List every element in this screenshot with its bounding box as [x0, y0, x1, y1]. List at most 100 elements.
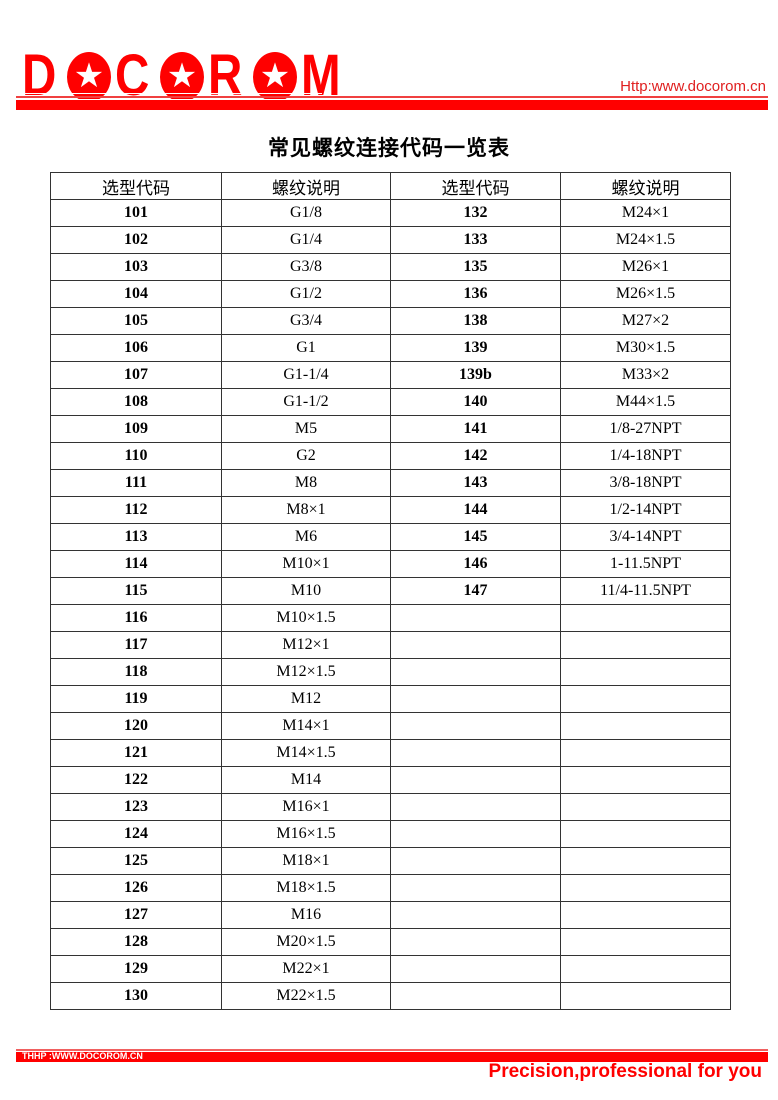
- empty-cell: [560, 982, 731, 1010]
- code-cell: 117: [50, 631, 222, 659]
- code-cell: 141: [390, 415, 561, 443]
- table-row: 118 M12×1.5: [50, 658, 731, 686]
- thread-cell: M16×1: [221, 793, 391, 821]
- logo-stripes: [22, 93, 322, 103]
- thread-cell: M26×1: [560, 253, 731, 281]
- thread-cell: 1/4-18NPT: [560, 442, 731, 470]
- code-cell: 136: [390, 280, 561, 308]
- code-cell: 106: [50, 334, 222, 362]
- empty-cell: [390, 820, 561, 848]
- thread-cell: M18×1: [221, 847, 391, 875]
- thread-cell: 11/4-11.5NPT: [560, 577, 731, 605]
- table-row: 108 G1-1/2 140 M44×1.5: [50, 388, 731, 416]
- thread-cell: G1/4: [221, 226, 391, 254]
- thread-cell: M12: [221, 685, 391, 713]
- table-row: 107 G1-1/4 139b M33×2: [50, 361, 731, 389]
- code-cell: 122: [50, 766, 222, 794]
- empty-cell: [560, 928, 731, 956]
- empty-cell: [560, 739, 731, 767]
- thread-cell: G2: [221, 442, 391, 470]
- code-cell: 139b: [390, 361, 561, 389]
- thread-cell: M18×1.5: [221, 874, 391, 902]
- code-cell: 121: [50, 739, 222, 767]
- code-cell: 116: [50, 604, 222, 632]
- table-row: 112 M8×1 144 1/2-14NPT: [50, 496, 731, 524]
- thread-cell: M44×1.5: [560, 388, 731, 416]
- table-row: 114 M10×1 146 1-11.5NPT: [50, 550, 731, 578]
- table-row: 122 M14: [50, 766, 731, 794]
- code-cell: 143: [390, 469, 561, 497]
- code-cell: 126: [50, 874, 222, 902]
- thread-cell: M26×1.5: [560, 280, 731, 308]
- code-cell: 146: [390, 550, 561, 578]
- table-row: 130 M22×1.5: [50, 982, 731, 1010]
- header-thread: 螺纹说明: [560, 172, 731, 200]
- table-row: 121 M14×1.5: [50, 739, 731, 767]
- thread-cell: M33×2: [560, 361, 731, 389]
- thread-code-table: 选型代码 螺纹说明 选型代码 螺纹说明 101 G1/8 132 M24×1 102 G1…: [50, 172, 731, 1010]
- code-cell: 107: [50, 361, 222, 389]
- code-cell: 125: [50, 847, 222, 875]
- thread-cell: M5: [221, 415, 391, 443]
- empty-cell: [390, 685, 561, 713]
- thread-cell: G1/2: [221, 280, 391, 308]
- table-row: 105 G3/4 138 M27×2: [50, 307, 731, 335]
- header-code: 选型代码: [50, 172, 222, 200]
- table-row: 106 G1 139 M30×1.5: [50, 334, 731, 362]
- code-cell: 132: [390, 199, 561, 227]
- code-cell: 145: [390, 523, 561, 551]
- code-cell: 102: [50, 226, 222, 254]
- empty-cell: [560, 658, 731, 686]
- thread-cell: 1/2-14NPT: [560, 496, 731, 524]
- thread-cell: G3/8: [221, 253, 391, 281]
- code-cell: 142: [390, 442, 561, 470]
- thread-cell: M16: [221, 901, 391, 929]
- empty-cell: [390, 793, 561, 821]
- thread-cell: M12×1: [221, 631, 391, 659]
- code-cell: 120: [50, 712, 222, 740]
- code-cell: 147: [390, 577, 561, 605]
- thread-cell: M30×1.5: [560, 334, 731, 362]
- table-row: 115 M10 147 11/4-11.5NPT: [50, 577, 731, 605]
- empty-cell: [560, 631, 731, 659]
- empty-cell: [560, 820, 731, 848]
- code-cell: 140: [390, 388, 561, 416]
- table-row: 109 M5 141 1/8-27NPT: [50, 415, 731, 443]
- table-row: 120 M14×1: [50, 712, 731, 740]
- code-cell: 109: [50, 415, 222, 443]
- header-url[interactable]: Http:www.docorom.cn: [620, 78, 766, 95]
- thread-cell: M8: [221, 469, 391, 497]
- thread-cell: M22×1: [221, 955, 391, 983]
- header-red-bar: [16, 100, 768, 110]
- thread-cell: M10: [221, 577, 391, 605]
- table-row: 123 M16×1: [50, 793, 731, 821]
- code-cell: 129: [50, 955, 222, 983]
- table-row: 117 M12×1: [50, 631, 731, 659]
- thread-cell: G1/8: [221, 199, 391, 227]
- table-row: 126 M18×1.5: [50, 874, 731, 902]
- table-row: 116 M10×1.5: [50, 604, 731, 632]
- table-row: 104 G1/2 136 M26×1.5: [50, 280, 731, 308]
- code-cell: 113: [50, 523, 222, 551]
- thread-cell: M27×2: [560, 307, 731, 335]
- thread-cell: 1-11.5NPT: [560, 550, 731, 578]
- code-cell: 123: [50, 793, 222, 821]
- empty-cell: [560, 955, 731, 983]
- table-header-row: 选型代码 螺纹说明 选型代码 螺纹说明: [50, 172, 731, 200]
- code-cell: 128: [50, 928, 222, 956]
- thread-cell: M10×1.5: [221, 604, 391, 632]
- table-row: 125 M18×1: [50, 847, 731, 875]
- empty-cell: [390, 847, 561, 875]
- empty-cell: [390, 982, 561, 1010]
- thread-cell: G1-1/4: [221, 361, 391, 389]
- thread-cell: M10×1: [221, 550, 391, 578]
- thread-cell: M6: [221, 523, 391, 551]
- thread-cell: G1-1/2: [221, 388, 391, 416]
- empty-cell: [390, 901, 561, 929]
- table-row: 111 M8 143 3/8-18NPT: [50, 469, 731, 497]
- thread-cell: M22×1.5: [221, 982, 391, 1010]
- empty-cell: [560, 712, 731, 740]
- thread-cell: M14×1: [221, 712, 391, 740]
- code-cell: 114: [50, 550, 222, 578]
- thread-cell: M20×1.5: [221, 928, 391, 956]
